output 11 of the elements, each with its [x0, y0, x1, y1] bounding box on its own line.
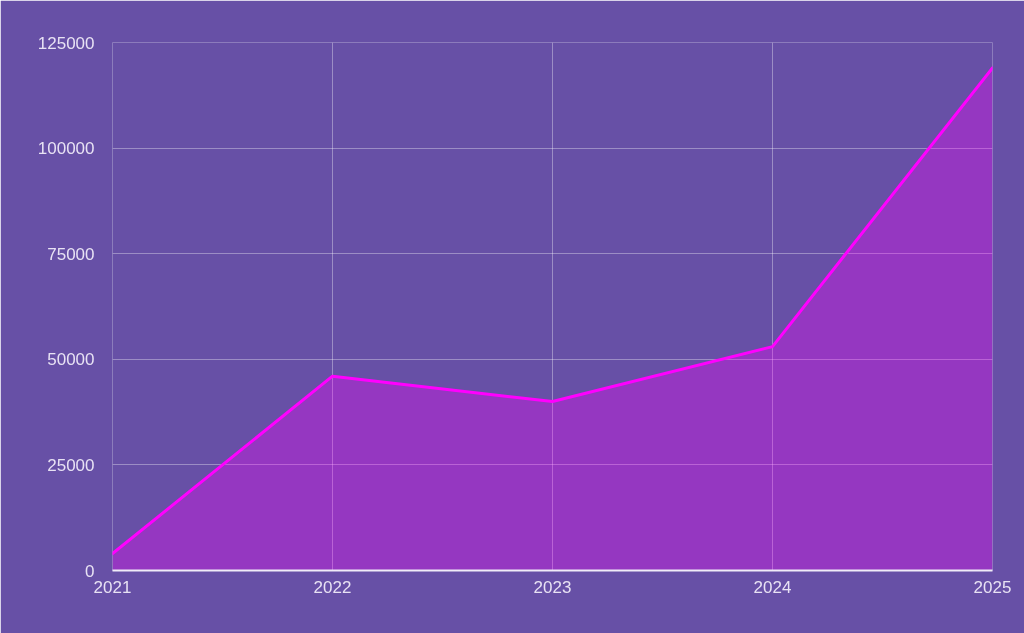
x-tick-label: 2024	[753, 577, 792, 597]
y-tick-label: 100000	[37, 139, 95, 159]
x-tick-label: 2025	[973, 577, 1012, 597]
y-tick-label: 0	[85, 561, 95, 581]
x-tick-label: 2021	[93, 577, 132, 597]
y-tick-label: 50000	[47, 350, 95, 370]
x-tick-label: 2022	[313, 577, 352, 597]
y-tick-label: 125000	[37, 33, 95, 53]
y-tick-label: 75000	[47, 244, 95, 264]
y-tick-label: 25000	[47, 455, 95, 475]
x-tick-label: 2023	[533, 577, 572, 597]
